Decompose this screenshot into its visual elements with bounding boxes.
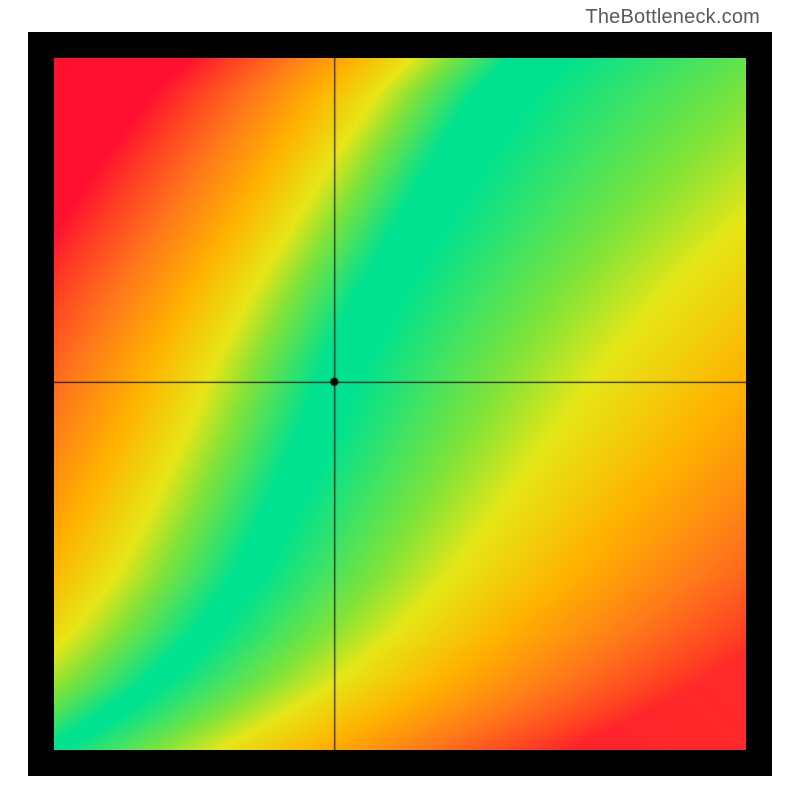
chart-container: TheBottleneck.com [0,0,800,800]
plot-frame [28,32,772,776]
plot-area [54,58,746,750]
heatmap-canvas [54,58,746,750]
watermark-text: TheBottleneck.com [585,6,760,29]
